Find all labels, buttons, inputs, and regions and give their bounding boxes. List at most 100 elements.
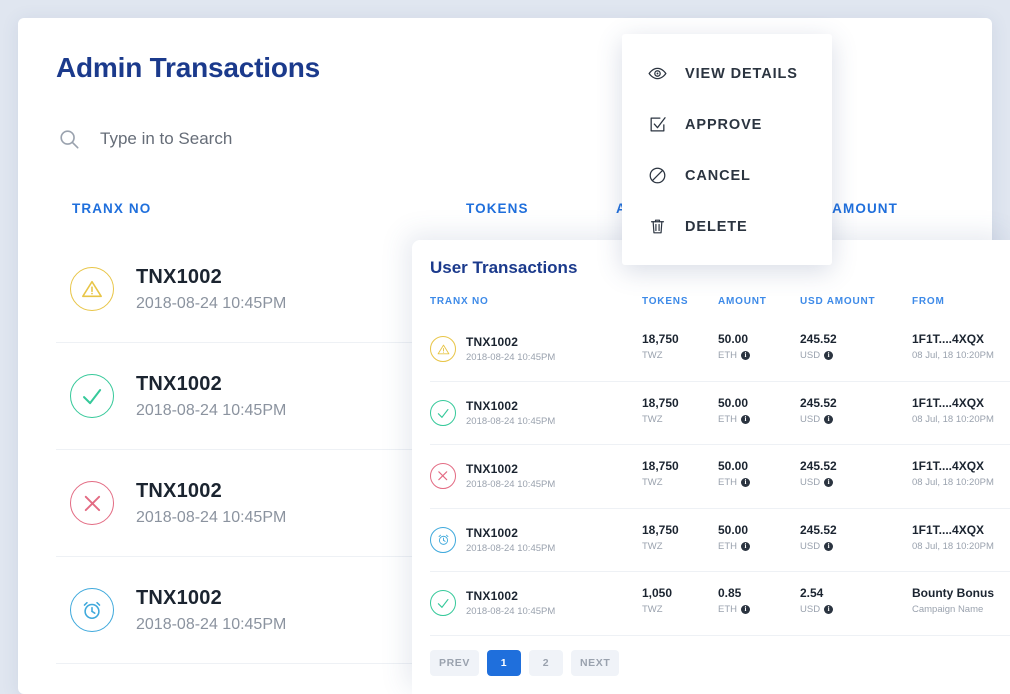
user-row-amount-unit: ETH i: [718, 477, 750, 488]
menu-item-label: VIEW DETAILS: [685, 65, 798, 82]
user-row-date: 2018-08-24 10:45PM: [466, 352, 556, 364]
info-icon[interactable]: i: [824, 605, 834, 614]
user-row-date: 2018-08-24 10:45PM: [466, 542, 556, 554]
info-icon[interactable]: i: [824, 414, 834, 424]
status-pending-icon: [430, 526, 456, 553]
user-row-from: 1F1T....4XQX: [912, 459, 985, 473]
status-approved-icon: [70, 374, 114, 418]
user-row-identity: TNX1002 2018-08-24 10:45PM: [466, 462, 555, 490]
user-row-from-sub: Campaign Name: [912, 604, 984, 615]
user-row-from-cell: 1F1T....4XQX 08 Jul, 18 10:20PM: [912, 396, 994, 425]
user-row-date: 2018-08-24 10:45PM: [466, 415, 556, 427]
pagination-page-1[interactable]: 1: [487, 650, 521, 676]
menu-item-view-details[interactable]: VIEW DETAILS: [622, 48, 832, 99]
context-menu: VIEW DETAILS APPROVE CANCEL DELETE: [622, 34, 832, 265]
user-row-from-sub: 08 Jul, 18 10:20PM: [912, 540, 994, 552]
admin-row-date: 2018-08-24 10:45PM: [136, 401, 287, 419]
user-row-tokens: 1,050: [642, 586, 673, 600]
pagination-page-2[interactable]: 2: [529, 650, 563, 676]
info-icon[interactable]: i: [741, 541, 750, 551]
admin-row-identity: TNX1002 2018-08-24 10:45PM: [136, 587, 286, 634]
info-icon[interactable]: i: [824, 541, 834, 551]
user-row-usd-amount: 245.52: [800, 522, 837, 537]
user-row-amount-unit: ETH i: [718, 541, 750, 552]
user-row-from: 1F1T....4XQX: [912, 332, 985, 346]
checkbox-check-icon: [648, 115, 667, 134]
user-table-row[interactable]: TNX1002 2018-08-24 10:45PM 18,750 TWZ 50…: [430, 509, 1010, 572]
admin-row-date: 2018-08-24 10:45PM: [136, 508, 287, 526]
user-row-amount: 50.00: [718, 395, 749, 410]
info-icon[interactable]: i: [824, 478, 834, 487]
search-input[interactable]: [100, 129, 360, 149]
status-pending-icon: [70, 588, 114, 632]
user-row-from: Bounty Bonus: [912, 586, 994, 600]
user-row-amount-unit: ETH i: [718, 604, 750, 615]
menu-item-delete[interactable]: DELETE: [622, 201, 832, 252]
admin-row-identity: TNX1002 2018-08-24 10:45PM: [136, 266, 286, 313]
admin-row-tranx-no: TNX1002: [136, 586, 222, 609]
user-row-tokens: 18,750: [642, 522, 679, 537]
admin-row-tranx-no: TNX1002: [136, 372, 222, 395]
pagination: PREV 1 2 NEXT: [430, 650, 620, 676]
user-row-usd-amount: 2.54: [800, 586, 824, 600]
search-bar[interactable]: [58, 128, 378, 150]
user-row-tokens-unit: TWZ: [642, 540, 663, 552]
user-row-date: 2018-08-24 10:45PM: [466, 606, 556, 618]
user-row-usd-unit: USD i: [800, 541, 837, 552]
user-row-identity: TNX1002 2018-08-24 10:45PM: [466, 399, 555, 427]
user-row-amount: 50.00: [718, 459, 749, 473]
user-column-from: FROM: [912, 296, 945, 307]
pagination-next-button[interactable]: NEXT: [571, 650, 620, 676]
status-cancelled-icon: [430, 463, 456, 490]
admin-row-tranx-no: TNX1002: [136, 479, 222, 502]
user-column-amount: AMOUNT: [718, 296, 767, 307]
user-row-usd-unit: USD i: [800, 604, 834, 615]
user-row-usd-amount: 245.52: [800, 332, 837, 346]
user-row-usd-unit: USD i: [800, 477, 837, 488]
user-row-amount: 50.00: [718, 332, 749, 346]
user-row-usd-cell: 2.54 USD i: [800, 586, 834, 615]
menu-item-approve[interactable]: APPROVE: [622, 99, 832, 150]
info-icon[interactable]: i: [741, 478, 750, 487]
admin-row-tranx-no: TNX1002: [136, 265, 222, 288]
info-icon[interactable]: i: [824, 351, 834, 360]
pagination-prev-button[interactable]: PREV: [430, 650, 479, 676]
user-panel-title: User Transactions: [430, 258, 578, 277]
user-row-identity: TNX1002 2018-08-24 10:45PM: [466, 335, 555, 363]
user-row-tokens: 18,750: [642, 459, 679, 473]
user-row-amount-cell: 50.00 ETH i: [718, 523, 750, 552]
user-row-tokens-cell: 18,750 TWZ: [642, 523, 679, 552]
user-row-usd-cell: 245.52 USD i: [800, 396, 837, 425]
admin-column-tokens: TOKENS: [466, 201, 529, 216]
page-title: Admin Transactions: [56, 52, 321, 83]
user-row-tokens-unit: TWZ: [642, 604, 663, 615]
user-row-usd-amount: 245.52: [800, 395, 837, 410]
admin-column-tranx-no: TRANX NO: [72, 201, 152, 216]
info-icon[interactable]: i: [741, 605, 750, 614]
user-row-usd-unit: USD i: [800, 350, 837, 361]
user-row-identity: TNX1002 2018-08-24 10:45PM: [466, 526, 555, 554]
menu-item-cancel[interactable]: CANCEL: [622, 150, 832, 201]
menu-item-label: CANCEL: [685, 167, 751, 184]
user-row-from-sub: 08 Jul, 18 10:20PM: [912, 350, 994, 361]
user-table-row[interactable]: TNX1002 2018-08-24 10:45PM 18,750 TWZ 50…: [430, 318, 1010, 382]
status-warning-icon: [430, 336, 456, 363]
info-icon[interactable]: i: [741, 351, 750, 360]
admin-row-identity: TNX1002 2018-08-24 10:45PM: [136, 373, 286, 420]
user-row-amount: 50.00: [718, 522, 749, 537]
user-table-row[interactable]: TNX1002 2018-08-24 10:45PM 1,050 TWZ 0.8…: [430, 572, 1010, 636]
info-icon[interactable]: i: [741, 414, 750, 424]
status-approved-icon: [430, 590, 456, 617]
user-row-tokens: 18,750: [642, 332, 679, 346]
user-row-amount: 0.85: [718, 586, 742, 600]
user-table-row[interactable]: TNX1002 2018-08-24 10:45PM 18,750 TWZ 50…: [430, 382, 1010, 445]
user-row-tranx-no: TNX1002: [466, 398, 519, 413]
user-row-usd-cell: 245.52 USD i: [800, 459, 837, 488]
user-row-from-sub: 08 Jul, 18 10:20PM: [912, 413, 994, 425]
user-row-usd-amount: 245.52: [800, 459, 837, 473]
admin-row-identity: TNX1002 2018-08-24 10:45PM: [136, 480, 286, 527]
user-row-tokens-unit: TWZ: [642, 477, 663, 488]
user-table-row[interactable]: TNX1002 2018-08-24 10:45PM 18,750 TWZ 50…: [430, 445, 1010, 509]
user-row-from: 1F1T....4XQX: [912, 395, 985, 410]
